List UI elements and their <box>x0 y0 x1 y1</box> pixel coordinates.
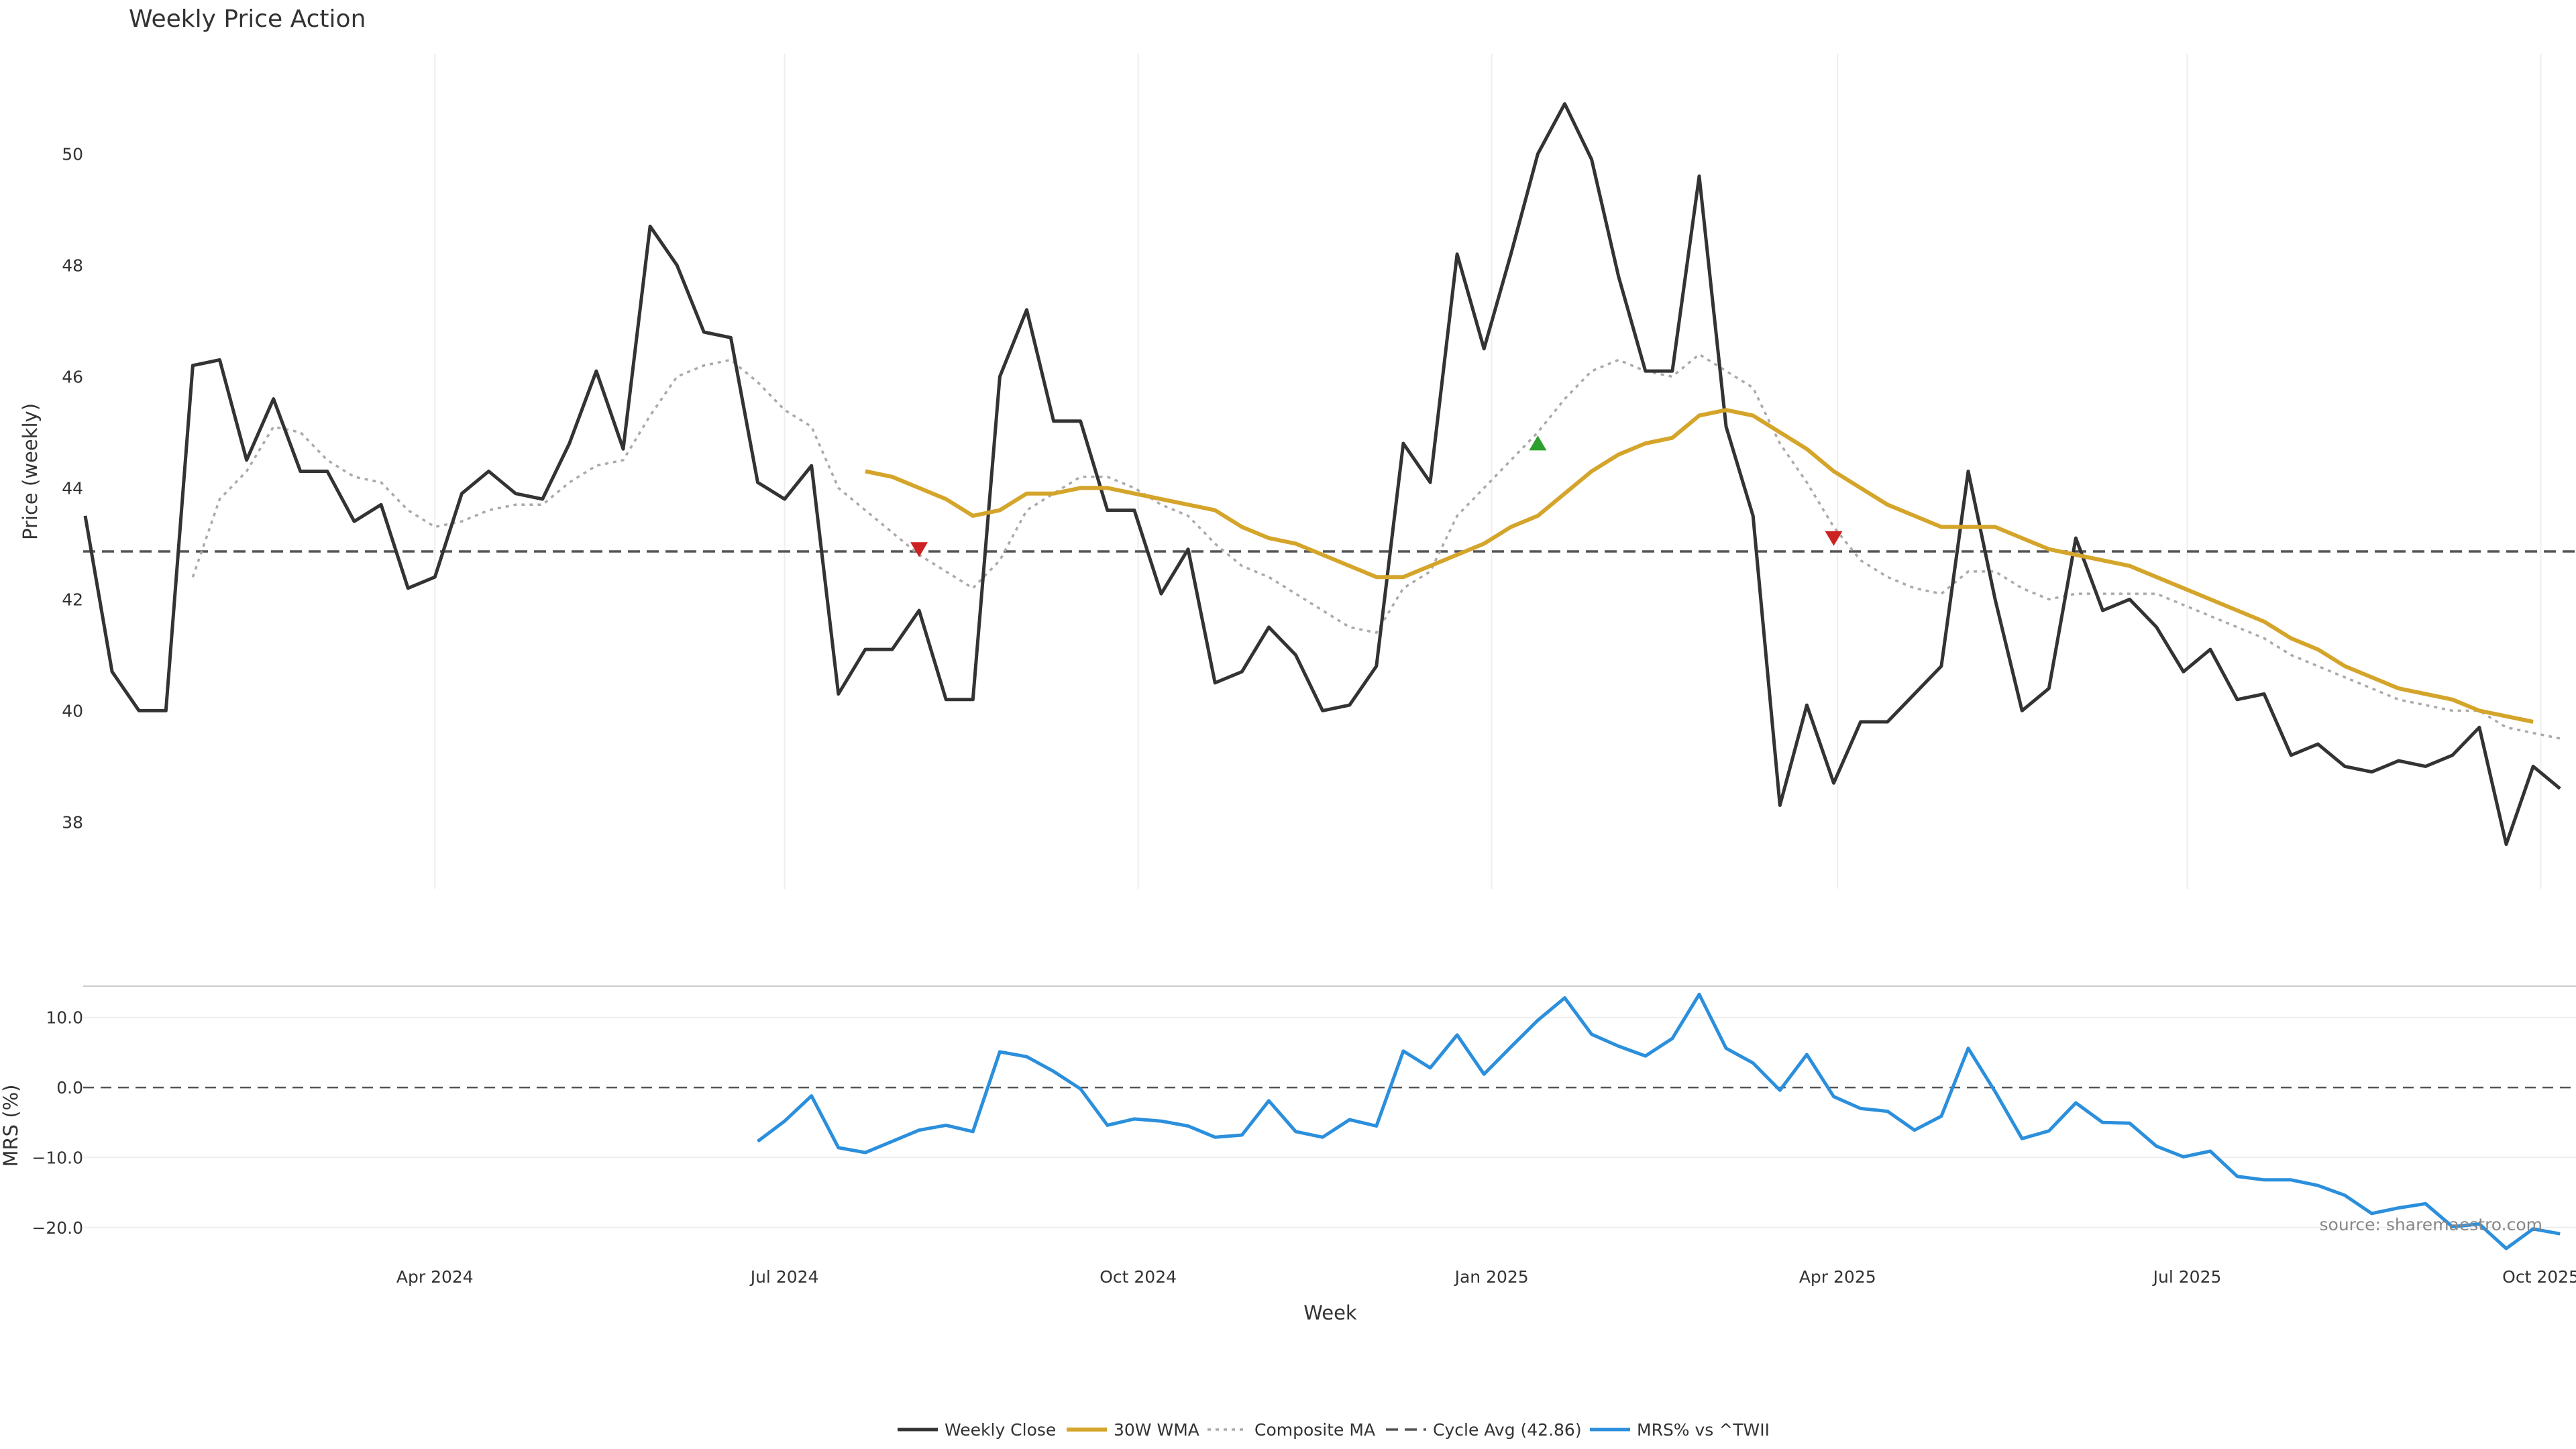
mrs-panel: −20.0 −10.0 0.0 10.0 MRS (%) <box>0 985 2576 1250</box>
mrs-y-tick-label: 0.0 <box>56 1078 83 1097</box>
chart-title: Weekly Price Action <box>129 5 366 33</box>
mrs-y-tick-label: −10.0 <box>32 1148 83 1167</box>
x-tick-label: Apr 2024 <box>396 1267 474 1287</box>
price-y-tick-label: 38 <box>62 812 83 832</box>
legend-entry-label: Weekly Close <box>945 1420 1056 1440</box>
price-y-tick-label: 48 <box>62 256 83 275</box>
x-tick-label: Jul 2025 <box>2152 1267 2222 1287</box>
legend-entry-label: Cycle Avg (42.86) <box>1433 1420 1582 1440</box>
x-tick-label: Apr 2025 <box>1799 1267 1876 1287</box>
legend-entry-label: MRS% vs ^TWII <box>1637 1420 1770 1440</box>
legend: Weekly Close 30W WMA Composite MA Cycle Avg… <box>898 1420 1770 1440</box>
price-y-tick-label: 50 <box>62 144 83 164</box>
mrs-y-label: MRS (%) <box>0 1085 22 1167</box>
price-panel: 38 40 42 44 46 48 50 Price (weekly) <box>19 54 2576 889</box>
mrs-gridlines <box>83 1016 2576 1228</box>
price-gridlines <box>434 54 2542 889</box>
price-y-ticks: 38 40 42 44 46 48 50 <box>62 144 83 832</box>
price-y-tick-label: 40 <box>62 701 83 720</box>
mrs-y-ticks: −20.0 −10.0 0.0 10.0 <box>32 1008 83 1238</box>
x-tick-label: Jul 2024 <box>749 1267 819 1287</box>
series-weekly-close <box>83 102 2561 847</box>
price-y-tick-label: 44 <box>62 478 83 498</box>
price-series <box>83 102 2576 847</box>
sell-signal-marker <box>1825 531 1843 546</box>
x-axis-label: Week <box>1303 1301 1357 1324</box>
series-mrs-vs-twii <box>756 992 2561 1250</box>
x-tick-label: Jan 2025 <box>1454 1267 1529 1287</box>
sell-signal-marker <box>910 542 928 557</box>
price-y-label: Price (weekly) <box>19 403 42 540</box>
buy-signal-marker <box>1529 435 1547 451</box>
mrs-series <box>756 992 2561 1250</box>
x-tick-label: Oct 2025 <box>2502 1267 2576 1287</box>
source-note: source: sharemaestro.com <box>2320 1215 2543 1234</box>
series-composite-ma <box>191 353 2561 740</box>
mrs-y-tick-label: −20.0 <box>32 1218 83 1238</box>
x-tick-label: Oct 2024 <box>1099 1267 1177 1287</box>
legend-entry-label: 30W WMA <box>1114 1420 1199 1440</box>
signal-markers <box>910 435 1843 557</box>
x-axis-ticks: Apr 2024 Jul 2024 Oct 2024 Jan 2025 Apr 2025… <box>396 1267 2576 1287</box>
mrs-y-tick-label: 10.0 <box>46 1008 83 1028</box>
legend-entry-label: Composite MA <box>1254 1420 1375 1440</box>
price-y-tick-label: 46 <box>62 367 83 386</box>
series-30w-wma <box>865 408 2534 724</box>
price-y-tick-label: 42 <box>62 590 83 609</box>
